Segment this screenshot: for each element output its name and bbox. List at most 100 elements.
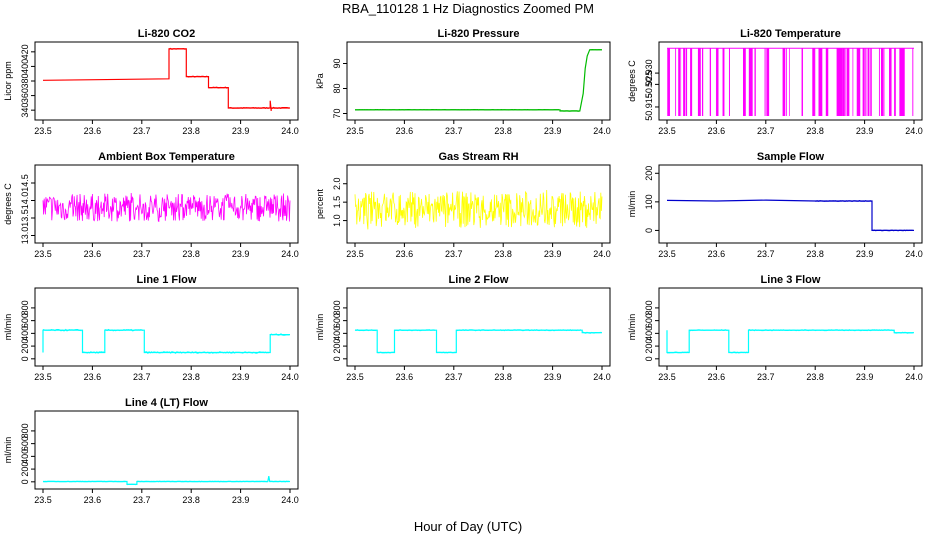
x-tick-label: 23.7 — [133, 126, 151, 136]
panel-8: Line 2 Flow 23.5 23.6 23.7 23.8 23.9 24.0 0 2004… — [315, 274, 611, 382]
x-tick-label: 23.8 — [494, 372, 512, 382]
y-tick-label: 0 — [20, 479, 30, 484]
dropout-mark — [814, 48, 816, 116]
series-jitter — [354, 329, 377, 332]
panel-title: Li-820 CO2 — [138, 28, 195, 40]
series-line — [666, 329, 914, 354]
x-tick-label: 23.8 — [182, 249, 200, 259]
dropout-mark — [852, 48, 854, 116]
dropout-mark — [748, 48, 752, 116]
y-tick-label: 800 — [20, 423, 30, 438]
dropout-mark — [683, 48, 684, 116]
dropout-mark — [818, 48, 822, 116]
x-tick-label: 23.6 — [84, 372, 102, 382]
y-axis-label: Licor ppm — [3, 61, 13, 101]
series-line — [354, 189, 603, 230]
series-line — [355, 329, 602, 354]
series-jitter — [815, 200, 872, 202]
plot-frame — [34, 287, 299, 367]
y-tick-label: 200 — [20, 339, 30, 354]
x-tick-label: 23.8 — [182, 372, 200, 382]
x-tick-label: 24.0 — [281, 495, 299, 505]
x-tick-label: 23.7 — [445, 126, 463, 136]
dropout-mark — [844, 48, 846, 116]
panel-title: Line 4 (LT) Flow — [125, 397, 208, 409]
plot-frame — [346, 287, 611, 367]
series-jitter — [667, 351, 689, 354]
series-jitter — [208, 86, 228, 89]
x-tick-label: 23.8 — [806, 126, 824, 136]
y-tick-label: 800 — [20, 300, 30, 315]
y-tick-label: 600 — [644, 313, 654, 328]
series-jitter — [269, 333, 290, 336]
plot-frame — [34, 410, 299, 490]
x-tick-label: 23.8 — [494, 126, 512, 136]
panel-4: Ambient Box Temperature 23.5 23.6 23.7 23.8 2… — [3, 151, 299, 259]
plot-frame — [658, 41, 923, 121]
series-group — [42, 328, 290, 354]
y-axis-label: ml/min — [3, 437, 13, 464]
x-tick-label: 23.8 — [806, 249, 824, 259]
y-axis-label: ml/min — [3, 314, 13, 341]
figure-title: RBA_110128 1 Hz Diagnostics Zoomed PM — [342, 1, 594, 16]
series-line — [666, 199, 914, 231]
series-group — [354, 329, 602, 354]
y-tick-label: 400 — [332, 326, 342, 341]
x-tick-label: 23.6 — [84, 495, 102, 505]
dropout-mark — [722, 48, 725, 116]
dropout-mark — [870, 48, 872, 116]
x-tick-label: 23.9 — [544, 249, 562, 259]
x-tick-label: 23.9 — [856, 126, 874, 136]
y-tick-label: 340 — [20, 103, 30, 118]
x-tick-label: 23.6 — [84, 249, 102, 259]
y-tick-label: 0 — [644, 228, 654, 233]
y-tick-label: 13.0 — [20, 227, 30, 245]
y-tick-label: 800 — [644, 300, 654, 315]
panel-5: Gas Stream RH 23.5 23.6 23.7 23.8 23.9 24.0 1.0… — [315, 151, 611, 259]
series-line — [42, 48, 290, 111]
y-tick-label: 50.930 — [644, 59, 654, 87]
x-tick-label: 23.9 — [856, 372, 874, 382]
panel-2: Li-820 Pressure 23.5 23.6 23.7 23.8 23.9 24.0 7… — [315, 28, 611, 136]
series-group — [42, 47, 290, 111]
panel-6: Sample Flow 23.5 23.6 23.7 23.8 23.9 24.0 0 100 2… — [627, 151, 923, 259]
series-jitter — [728, 351, 749, 354]
panel-3: Li-820 Temperature 23.5 23.6 23.7 23.8 23.9 24… — [627, 28, 923, 136]
y-tick-label: 14.5 — [20, 174, 30, 192]
dropout-mark — [912, 48, 914, 116]
y-tick-label: 380 — [20, 73, 30, 88]
y-tick-label: 0 — [20, 356, 30, 361]
y-tick-label: 200 — [644, 339, 654, 354]
series-group — [42, 475, 290, 486]
y-axis-label: ml/min — [627, 314, 637, 341]
dropout-mark — [690, 48, 693, 116]
panel-title: Ambient Box Temperature — [98, 151, 235, 163]
y-tick-label: 50.925 — [644, 71, 654, 99]
dropout-mark — [865, 48, 867, 116]
panel-7: Line 1 Flow 23.5 23.6 23.7 23.8 23.9 24.0 0 2004… — [3, 274, 299, 382]
panel-title: Li-820 Temperature — [740, 28, 841, 40]
x-tick-label: 23.9 — [544, 372, 562, 382]
x-tick-label: 23.5 — [34, 249, 52, 259]
series-jitter — [186, 75, 209, 78]
dropout-mark — [686, 48, 688, 116]
x-tick-label: 23.5 — [658, 126, 676, 136]
series-jitter — [871, 229, 913, 232]
dropout-mark — [709, 48, 711, 116]
y-tick-label: 13.5 — [20, 209, 30, 227]
dropout-mark — [900, 48, 904, 116]
series-jitter — [456, 329, 582, 332]
y-tick-label: 400 — [20, 449, 30, 464]
series-jitter — [394, 329, 436, 332]
series-group — [42, 192, 291, 223]
panel-1: Li-820 CO2 23.5 23.6 23.7 23.8 23.9 24.0 340360… — [3, 28, 299, 136]
y-tick-label: 2.0 — [332, 177, 342, 190]
x-tick-label: 23.9 — [232, 495, 250, 505]
dropout-mark — [764, 48, 766, 116]
y-axis-label: ml/min — [315, 314, 325, 341]
series-group — [667, 47, 914, 116]
dropout-mark — [840, 48, 843, 116]
x-tick-label: 23.6 — [396, 249, 414, 259]
dropout-mark — [701, 48, 704, 116]
